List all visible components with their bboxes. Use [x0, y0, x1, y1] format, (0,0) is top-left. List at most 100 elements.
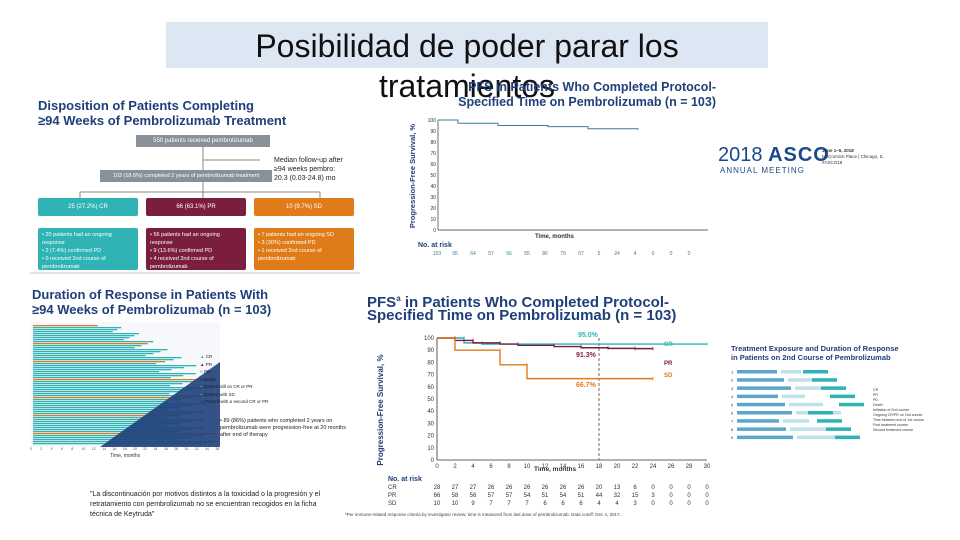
dor-tick: 14: [102, 447, 106, 451]
risk-value: 32: [613, 493, 621, 499]
x-tick-label: 18: [596, 464, 603, 470]
pfs-top-title: PFS in Patients Who Completed Protocol- …: [376, 80, 716, 110]
y-tick-label: 80: [427, 360, 434, 366]
risk-value: 6: [543, 501, 547, 507]
risk-value: 9: [471, 501, 475, 507]
exposure-plot: 1 2 3 4 5 6 7 8 9: [731, 370, 864, 440]
disposition-title-1: Disposition of Patients Completing: [38, 98, 254, 113]
swimmer-bar: [33, 377, 171, 379]
second-course-bar: [835, 435, 860, 440]
exp-legend-item: Death: [873, 403, 883, 407]
risk-value: 3: [633, 501, 637, 507]
y-tick-label: 50: [430, 173, 436, 179]
dor-tick: 12: [91, 447, 96, 451]
exp-legend-item: Time between end of 1st course: [873, 418, 925, 422]
risk-value: 6: [579, 501, 583, 507]
swimmer-shade: [100, 362, 220, 447]
x-tick-label: 0: [435, 464, 439, 470]
swimmer-bar: [33, 357, 182, 359]
swimmer-bar: [33, 341, 154, 343]
followup-text: Median follow-up after ≥94 weeks pembro:…: [274, 156, 343, 183]
followup-line-1: Median follow-up after: [274, 157, 343, 164]
dor-title-2-suffix: (n = 103): [214, 302, 272, 317]
dor-tick: 22: [143, 447, 148, 451]
swimmer-bar: [33, 405, 194, 407]
dor-tick: 34: [205, 447, 209, 451]
risk-value: 0: [669, 501, 673, 507]
exposure-bars: 1 2 3 4 5 6 7 8 9: [731, 370, 864, 440]
risk-value: 64: [470, 251, 476, 257]
risk-value: 44: [595, 493, 603, 499]
asco-place: McCormick Place | Chicago, IL: [822, 154, 884, 159]
dor-tick: 28: [174, 447, 179, 451]
pr-list-item: • 9 (13.6%) confirmed PD: [150, 248, 213, 254]
asco-details: June 1–5, 2018 McCormick Place | Chicago…: [822, 148, 883, 166]
dor-tick: 18: [122, 447, 127, 451]
sd-list-item: • 7 patients had an ongoing SD: [258, 232, 334, 238]
risk-value: 7: [489, 501, 493, 507]
dor-tick: 4: [50, 447, 53, 451]
legend-ongoing-label: Patient still on CR or PR: [203, 384, 253, 389]
first-course-bar: [737, 427, 786, 431]
dor-title-2: ≥94 Weeks of Pembrolizumab (n = 103): [32, 302, 271, 317]
second-course-bar: [808, 411, 833, 415]
risk-value: 57: [488, 251, 494, 257]
pr-list-item: • 56 patients had an ongoing response: [150, 232, 220, 246]
dor-tick: 2: [40, 447, 43, 451]
legend-death: ■ Death: [200, 376, 216, 382]
swimmer-bar: [33, 327, 122, 329]
slide-title: Posibilidad de poder parar los tratamien…: [255, 28, 679, 104]
dor-tick: 32: [194, 447, 199, 451]
risk-value: 3: [651, 493, 655, 499]
x-tick-label: 24: [650, 464, 657, 470]
x-tick-label: 12: [542, 464, 549, 470]
exp-legend-item: Ongoing CR/PR on 2nd course: [873, 413, 923, 417]
swimmer-bar: [33, 325, 98, 327]
x-tick-label: 10: [524, 464, 531, 470]
risk-value: 0: [687, 251, 691, 257]
risk-value: 0: [705, 501, 709, 507]
cr-box: 25 (27.2%) CR: [38, 198, 138, 216]
risk-value: 7: [525, 501, 529, 507]
legend-pd: ○ PD: [200, 369, 211, 374]
dor-tick: 30: [184, 447, 189, 451]
swimmer-bar: [33, 401, 169, 403]
risk-value: 15: [631, 493, 639, 499]
title-background: [166, 22, 768, 68]
sd-box: 10 (9.7%) SD: [254, 198, 354, 216]
exp-row-label: 1: [731, 370, 734, 375]
asco-hashtag: #ASCO18: [822, 160, 843, 165]
risk-value: 58: [451, 493, 459, 499]
swimmer-bar: [33, 397, 194, 399]
swimmer-bar: [33, 343, 148, 345]
y-tick-label: 80: [430, 140, 436, 146]
sd-list: • 7 patients had an ongoing SD • 3 (30%)…: [254, 228, 354, 270]
disposition-diagram: [79, 135, 321, 198]
second-course-bar: [830, 394, 855, 399]
risk-value: 57: [487, 493, 495, 499]
second-course-bar: [817, 419, 842, 423]
exp-row-label: 2: [731, 378, 734, 383]
cr-list-item: • 2 (7.4%) confirmed PD: [42, 248, 102, 254]
risk-value: 20: [595, 485, 603, 491]
series-pr: [437, 337, 653, 350]
swimmer-bar: [33, 421, 192, 423]
swimmer-bar: [33, 375, 184, 377]
x-tick-label: 14: [560, 464, 567, 470]
dor-x-ticks: 0 2 4 6 8 10 12 14 16 18 20 22 24 26 28 30 32 34 36: [30, 447, 220, 453]
risk-value: 27: [469, 485, 477, 491]
y-tick-label: 70: [427, 373, 434, 379]
risk-value: 0: [687, 501, 691, 507]
risk-value: 55: [524, 251, 530, 257]
swimmer-bar: [33, 355, 146, 357]
risk-value: 79: [560, 251, 566, 257]
risk-value: 67: [578, 251, 584, 257]
cr-list: • 20 patients had an ongoing response • …: [38, 228, 138, 270]
legend-cr: ▲ CR: [200, 354, 213, 359]
risk-value: 26: [505, 485, 513, 491]
exposure-title-2: in Patients on 2nd Course of Pembrolizum…: [731, 353, 891, 362]
asco-year: 2018: [718, 144, 763, 166]
swimmer-bar: [33, 369, 172, 371]
first-course-bar: [737, 435, 793, 440]
risk-value: 0: [651, 251, 655, 257]
